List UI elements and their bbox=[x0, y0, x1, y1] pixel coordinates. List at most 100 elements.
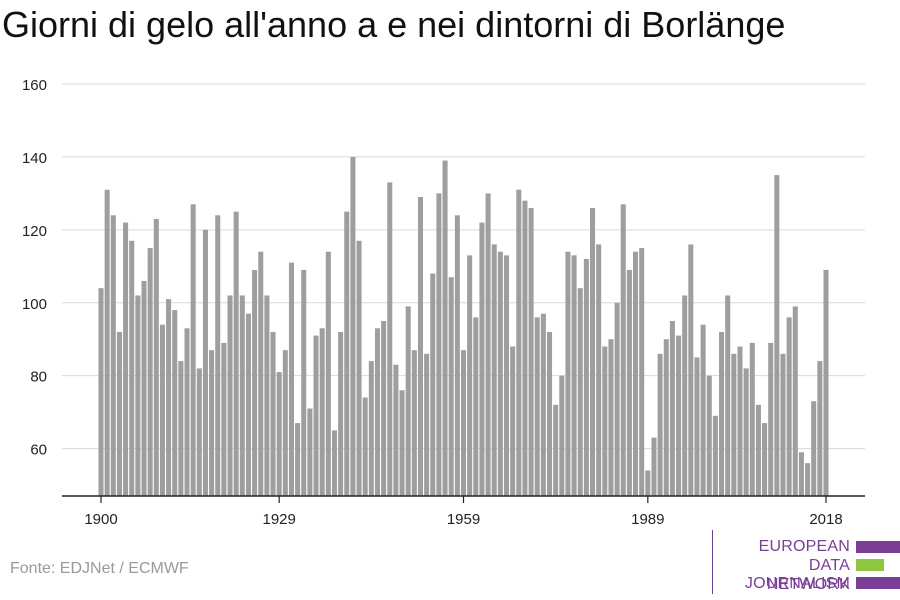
bar-1954[interactable] bbox=[430, 273, 436, 496]
bar-2016[interactable] bbox=[811, 401, 817, 496]
bar-1953[interactable] bbox=[424, 353, 430, 496]
bar-1932[interactable] bbox=[295, 423, 301, 496]
bar-2005[interactable] bbox=[743, 368, 749, 496]
bar-1943[interactable] bbox=[362, 397, 368, 496]
bar-2007[interactable] bbox=[755, 404, 761, 496]
bar-1921[interactable] bbox=[227, 295, 233, 496]
bar-1919[interactable] bbox=[215, 215, 221, 496]
bar-1952[interactable] bbox=[417, 197, 424, 496]
bar-1907[interactable] bbox=[141, 280, 147, 496]
bar-1961[interactable] bbox=[473, 317, 479, 496]
bar-1901[interactable] bbox=[104, 189, 110, 497]
bar-1985[interactable] bbox=[620, 204, 626, 496]
bar-1973[interactable] bbox=[547, 331, 553, 496]
bar-2002[interactable] bbox=[725, 295, 731, 496]
bar-1935[interactable] bbox=[313, 335, 319, 496]
bar-1987[interactable] bbox=[633, 251, 639, 496]
bar-1975[interactable] bbox=[559, 375, 565, 496]
bar-1988[interactable] bbox=[639, 248, 645, 496]
bar-1938[interactable] bbox=[331, 430, 337, 496]
bar-1960[interactable] bbox=[467, 255, 473, 496]
bar-1976[interactable] bbox=[565, 251, 571, 496]
bar-1991[interactable] bbox=[657, 353, 663, 496]
bar-1983[interactable] bbox=[608, 339, 614, 496]
bar-2001[interactable] bbox=[719, 331, 725, 496]
edjnet-logo[interactable]: EUROPEAN DATA JOURNALISM NETWORK bbox=[710, 530, 900, 594]
bar-1924[interactable] bbox=[245, 313, 251, 496]
bar-1923[interactable] bbox=[239, 295, 245, 496]
bar-2015[interactable] bbox=[805, 463, 811, 496]
bar-1996[interactable] bbox=[688, 244, 694, 496]
bar-1955[interactable] bbox=[436, 193, 442, 496]
bar-2010[interactable] bbox=[774, 175, 780, 496]
bar-1948[interactable] bbox=[393, 364, 399, 496]
bar-2011[interactable] bbox=[780, 353, 786, 496]
bar-1941[interactable] bbox=[350, 156, 356, 497]
bar-1911[interactable] bbox=[166, 299, 172, 496]
bar-2000[interactable] bbox=[712, 415, 718, 496]
bar-1918[interactable] bbox=[209, 350, 215, 496]
bar-1949[interactable] bbox=[399, 390, 405, 496]
bar-2017[interactable] bbox=[817, 361, 823, 496]
bar-1908[interactable] bbox=[147, 248, 153, 496]
bar-1964[interactable] bbox=[491, 244, 497, 496]
bar-1916[interactable] bbox=[196, 368, 202, 496]
bar-1994[interactable] bbox=[676, 335, 682, 496]
bar-1940[interactable] bbox=[344, 211, 350, 497]
bar-1939[interactable] bbox=[338, 331, 344, 496]
bar-2018[interactable] bbox=[823, 269, 829, 496]
bar-1914[interactable] bbox=[184, 328, 190, 496]
bar-1997[interactable] bbox=[694, 357, 700, 496]
bar-1951[interactable] bbox=[411, 350, 417, 496]
bar-1958[interactable] bbox=[454, 215, 460, 496]
bar-1957[interactable] bbox=[448, 277, 454, 496]
bar-1990[interactable] bbox=[651, 437, 657, 496]
bar-1902[interactable] bbox=[110, 215, 116, 496]
bar-1942[interactable] bbox=[356, 240, 362, 496]
bar-1920[interactable] bbox=[221, 342, 227, 496]
bar-2006[interactable] bbox=[749, 342, 755, 496]
bar-1900[interactable] bbox=[98, 288, 104, 496]
bar-1931[interactable] bbox=[288, 262, 294, 496]
bar-1905[interactable] bbox=[129, 240, 135, 496]
bar-1992[interactable] bbox=[663, 339, 669, 496]
bar-1937[interactable] bbox=[325, 251, 331, 496]
bar-2009[interactable] bbox=[768, 342, 774, 496]
bar-2004[interactable] bbox=[737, 346, 743, 496]
bar-2003[interactable] bbox=[731, 353, 737, 496]
bar-1965[interactable] bbox=[497, 251, 503, 496]
bar-1978[interactable] bbox=[577, 288, 583, 496]
bar-1925[interactable] bbox=[252, 269, 258, 496]
bar-1956[interactable] bbox=[442, 160, 448, 496]
bar-1903[interactable] bbox=[116, 331, 122, 496]
bar-1904[interactable] bbox=[123, 222, 129, 497]
bar-1999[interactable] bbox=[706, 375, 712, 496]
bar-1986[interactable] bbox=[626, 269, 632, 496]
bar-1912[interactable] bbox=[172, 310, 178, 496]
bar-1934[interactable] bbox=[307, 408, 313, 497]
bar-1915[interactable] bbox=[190, 204, 196, 496]
bar-1929[interactable] bbox=[276, 372, 282, 496]
bar-1966[interactable] bbox=[503, 255, 510, 496]
bar-1993[interactable] bbox=[669, 320, 675, 496]
bar-1982[interactable] bbox=[602, 346, 608, 496]
bar-1906[interactable] bbox=[135, 295, 141, 496]
bar-1968[interactable] bbox=[516, 189, 522, 497]
bar-1926[interactable] bbox=[258, 251, 264, 496]
bar-1971[interactable] bbox=[534, 317, 540, 496]
bar-1933[interactable] bbox=[301, 269, 307, 496]
bar-1945[interactable] bbox=[374, 328, 380, 496]
bar-1947[interactable] bbox=[387, 182, 393, 496]
bar-1984[interactable] bbox=[614, 302, 620, 496]
bar-1946[interactable] bbox=[381, 320, 387, 496]
bar-1963[interactable] bbox=[485, 193, 491, 496]
bar-1979[interactable] bbox=[583, 259, 589, 496]
bar-1917[interactable] bbox=[202, 229, 208, 496]
bar-1959[interactable] bbox=[460, 350, 467, 496]
bar-1998[interactable] bbox=[700, 324, 706, 496]
bar-1913[interactable] bbox=[178, 361, 184, 496]
bar-2014[interactable] bbox=[798, 452, 804, 496]
bar-1967[interactable] bbox=[510, 346, 516, 496]
bar-1909[interactable] bbox=[153, 218, 159, 496]
bar-1936[interactable] bbox=[319, 328, 325, 496]
